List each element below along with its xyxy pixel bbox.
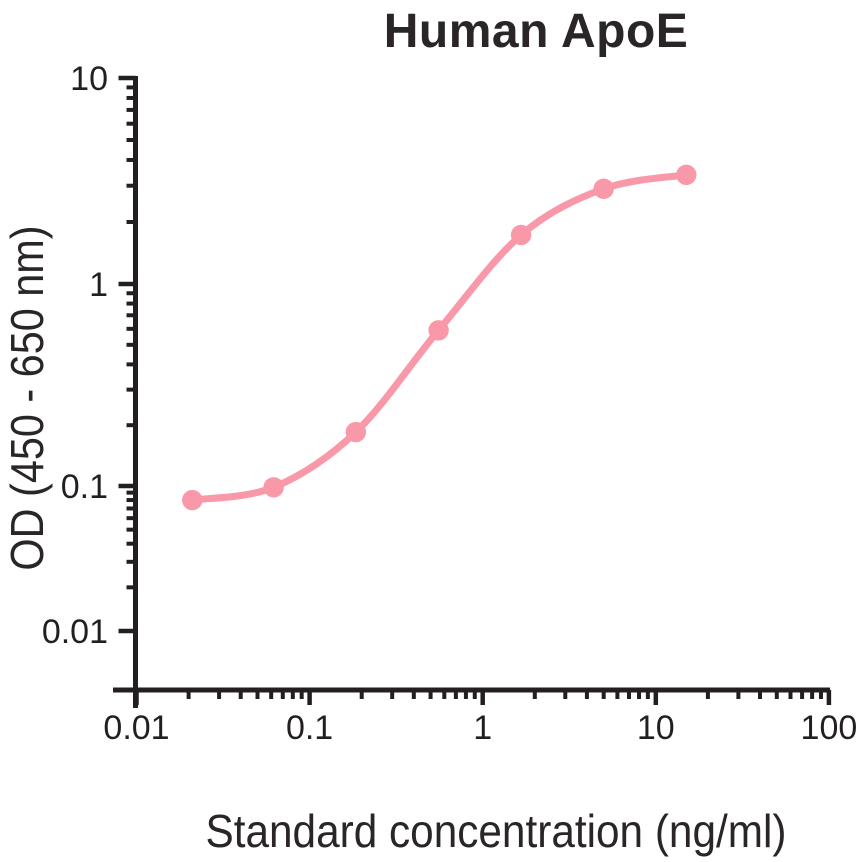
x-axis-label: Standard concentration (ng/ml) — [205, 805, 787, 857]
x-tick-label: 10 — [637, 709, 675, 747]
x-tick-label: 0.01 — [103, 709, 169, 747]
x-tick-label: 1 — [473, 709, 492, 747]
data-point-marker — [345, 421, 367, 443]
y-tick-label: 0.1 — [61, 468, 108, 506]
x-tick-label: 100 — [801, 709, 858, 747]
data-point-marker — [182, 489, 203, 511]
chart-title: Human ApoE — [383, 5, 689, 58]
data-point-marker — [593, 178, 614, 199]
data-point-marker — [263, 477, 284, 498]
data-point-marker — [510, 224, 532, 246]
y-tick-label: 1 — [89, 266, 108, 304]
data-point-marker — [428, 320, 449, 341]
y-tick-label: 10 — [70, 60, 108, 98]
y-tick-label: 0.01 — [42, 613, 108, 651]
data-point-marker — [676, 164, 697, 185]
x-tick-label: 0.1 — [286, 709, 333, 747]
chart-plot-area: 0.01 0.1 1 10 100 10 1 0.1 0.01 — [42, 60, 858, 747]
